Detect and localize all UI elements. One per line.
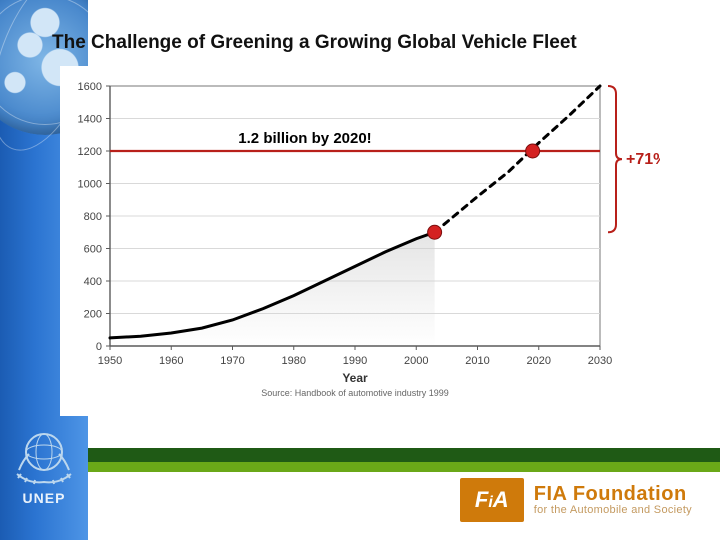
unep-label: UNEP — [0, 490, 88, 506]
svg-text:1000: 1000 — [78, 179, 102, 191]
svg-text:1970: 1970 — [220, 355, 244, 367]
slide-title: The Challenge of Greening a Growing Glob… — [52, 32, 690, 54]
svg-text:2010: 2010 — [465, 355, 489, 367]
svg-text:2030: 2030 — [588, 355, 612, 367]
svg-text:Year: Year — [342, 371, 368, 385]
fia-logo-icon: FiA — [460, 478, 524, 522]
vehicle-fleet-chart: 0 200 400 600 800 1000 1200 1400 1600 1950 1960 197… — [60, 66, 660, 416]
svg-text:2000: 2000 — [404, 355, 428, 367]
divider-band-dark — [88, 448, 720, 462]
svg-text:1400: 1400 — [78, 114, 102, 126]
fia-footer: FiA FIA Foundation for the Automobile an… — [460, 478, 692, 522]
svg-text:800: 800 — [84, 211, 102, 223]
svg-text:1950: 1950 — [98, 355, 122, 367]
fia-text: FIA Foundation for the Automobile and So… — [534, 484, 692, 517]
svg-text:1980: 1980 — [282, 355, 306, 367]
fia-foundation-label: FIA Foundation — [534, 484, 692, 505]
svg-text:1200: 1200 — [78, 146, 102, 158]
svg-text:Source: Handbook of automotive: Source: Handbook of automotive industry … — [261, 388, 449, 398]
slide-root: UNEP The Challenge of Greening a Growing… — [0, 0, 720, 540]
svg-text:1960: 1960 — [159, 355, 183, 367]
svg-text:1990: 1990 — [343, 355, 367, 367]
svg-text:600: 600 — [84, 244, 102, 256]
unep-badge: UNEP — [0, 424, 88, 506]
svg-text:1.2 billion by 2020!: 1.2 billion by 2020! — [238, 130, 371, 147]
svg-text:0: 0 — [96, 341, 102, 353]
svg-text:200: 200 — [84, 309, 102, 321]
divider-band-light — [88, 462, 720, 472]
fia-tagline: for the Automobile and Society — [534, 505, 692, 517]
svg-text:400: 400 — [84, 276, 102, 288]
svg-text:+71%: +71% — [626, 151, 660, 168]
svg-text:2020: 2020 — [527, 355, 551, 367]
unep-laurel-icon — [9, 424, 79, 486]
svg-text:1600: 1600 — [78, 81, 102, 93]
